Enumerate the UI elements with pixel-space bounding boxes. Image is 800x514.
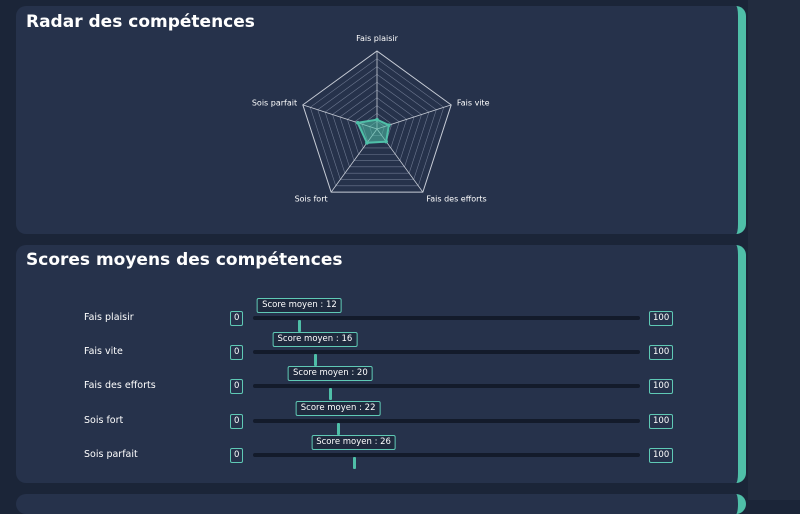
score-max: 100 (649, 345, 674, 360)
radar-data-point (384, 139, 388, 144)
radar-chart: Fais plaisir Fais vite Fais des efforts Soi… (252, 34, 490, 204)
radar-grid-level (339, 89, 415, 161)
radar-grid-level (309, 58, 445, 187)
score-max: 100 (649, 379, 674, 394)
score-max: 100 (649, 311, 674, 326)
next-card (16, 494, 746, 514)
scores-card: Scores moyens des compétences Fais plais… (16, 245, 746, 483)
score-label: Fais plaisir (84, 312, 134, 323)
score-min: 0 (230, 345, 244, 360)
radar-data-point (365, 141, 369, 145)
score-thumb[interactable] (329, 388, 333, 400)
radar-data-point (375, 117, 379, 122)
radar-grid-level (302, 50, 452, 193)
radar-grid-level (324, 74, 430, 174)
score-row-fais-plaisir: Fais plaisir 0 Score moyen : 12 100 (16, 298, 736, 332)
score-thumb[interactable] (298, 320, 302, 332)
score-tooltip: Score moyen : 16 (272, 332, 358, 347)
score-min: 0 (230, 448, 244, 463)
score-min: 0 (230, 311, 244, 326)
radar-title: Radar des compétences (26, 12, 255, 32)
radar-grid-level (317, 66, 437, 180)
score-label: Fais des efforts (84, 380, 156, 391)
score-track[interactable]: Score moyen : 12 (253, 298, 640, 332)
score-row-fais-des-efforts: Fais des efforts 0 Score moyen : 20 100 (16, 366, 736, 400)
radar-grid-level (346, 97, 408, 155)
scores-title: Scores moyens des compétences (26, 250, 343, 270)
radar-axis-label: Sois fort (295, 195, 328, 204)
radar-axis-label: Fais plaisir (356, 34, 399, 43)
score-thumb[interactable] (337, 423, 341, 435)
score-label: Sois fort (84, 415, 124, 426)
radar-axis-label: Fais des efforts (426, 195, 486, 204)
radar-grid-level (332, 81, 422, 168)
score-track[interactable]: Score moyen : 22 (253, 401, 640, 435)
score-min: 0 (230, 414, 244, 429)
score-label: Sois parfait (84, 449, 138, 460)
score-tooltip: Score moyen : 22 (295, 401, 381, 416)
radar-grid-level (354, 105, 400, 149)
score-tooltip: Score moyen : 20 (288, 366, 373, 381)
score-track[interactable]: Score moyen : 16 (253, 332, 640, 366)
radar-data-point (387, 123, 391, 127)
radar-data-area (356, 118, 390, 144)
score-tooltip: Score moyen : 26 (311, 435, 396, 450)
score-row-sois-fort: Sois fort 0 Score moyen : 22 100 (16, 401, 736, 435)
score-max: 100 (649, 414, 674, 429)
score-track[interactable]: Score moyen : 26 (253, 435, 640, 469)
radar-axis-label: Sois parfait (252, 98, 297, 107)
score-track[interactable]: Score moyen : 20 (253, 366, 640, 400)
score-row-sois-parfait: Sois parfait 0 Score moyen : 26 100 (16, 435, 736, 469)
right-panel-background (748, 0, 800, 500)
score-min: 0 (230, 379, 244, 394)
score-thumb[interactable] (313, 354, 317, 366)
radar-axis-label: Fais vite (457, 98, 490, 107)
score-max: 100 (649, 448, 674, 463)
score-row-fais-vite: Fais vite 0 Score moyen : 16 100 (16, 332, 736, 366)
radar-card: Radar des compétences Fais plaisir Fais v… (16, 6, 746, 234)
score-label: Fais vite (84, 346, 123, 357)
radar-data-point (355, 120, 360, 125)
score-tooltip: Score moyen : 12 (257, 298, 342, 313)
score-thumb[interactable] (352, 457, 356, 469)
